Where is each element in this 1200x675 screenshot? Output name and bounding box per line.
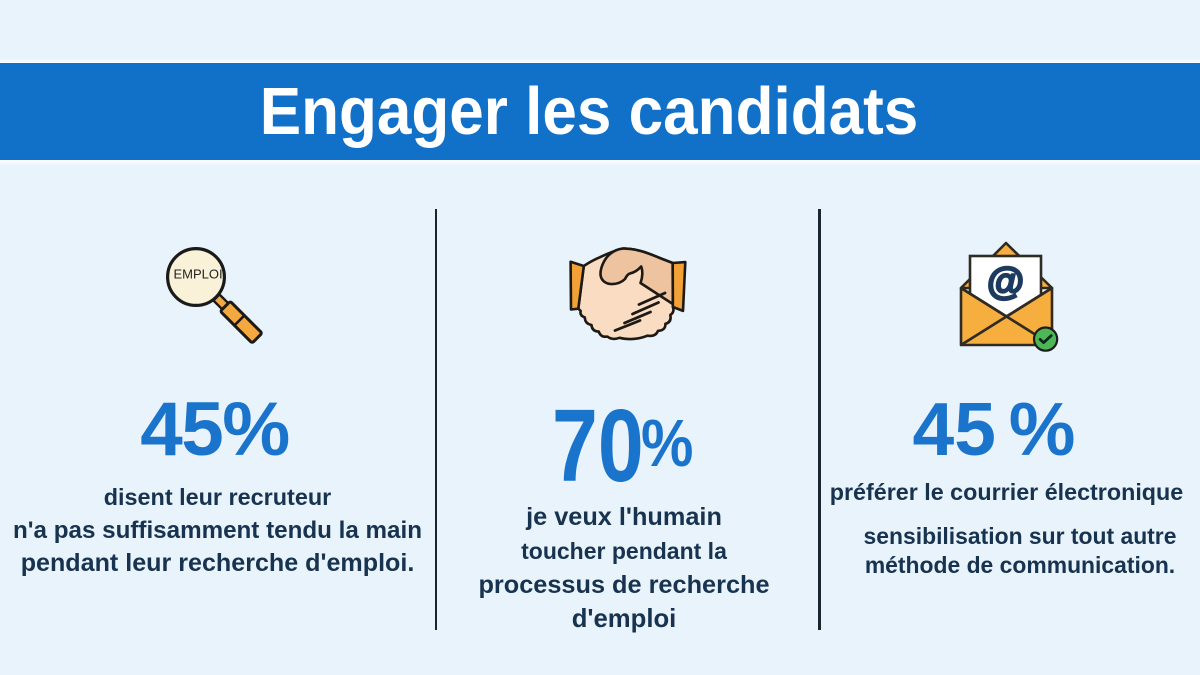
svg-text:EMPLOI: EMPLOI — [173, 267, 222, 282]
svg-text:@: @ — [987, 261, 1024, 303]
